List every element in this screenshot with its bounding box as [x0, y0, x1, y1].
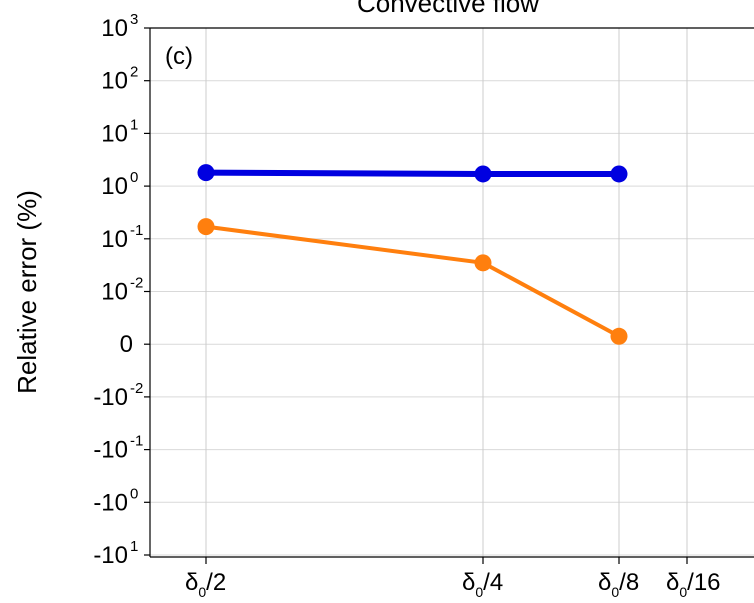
- y-tick-label: -10: [93, 542, 128, 569]
- y-tick-label: -10: [93, 384, 128, 411]
- axes-frame: [144, 27, 754, 564]
- y-tick-exponent: -2: [130, 380, 143, 397]
- y-tick-label: 10: [101, 173, 128, 200]
- y-tick-label: 10: [101, 15, 128, 42]
- grid-lines: [150, 27, 754, 557]
- y-tick-exponent: 2: [130, 64, 138, 81]
- y-tick-label: 10: [101, 120, 128, 147]
- y-tick-exponent: -2: [130, 275, 143, 292]
- y-axis-title: Relative error (%): [12, 190, 42, 394]
- x-tick-label: δ0/4: [462, 569, 503, 600]
- data-point: [474, 165, 492, 183]
- x-tick-label: δ0/8: [598, 569, 639, 600]
- y-tick-label: 10: [101, 68, 128, 95]
- y-tick-exponent: 1: [130, 116, 138, 133]
- panel-label: (c): [165, 43, 193, 70]
- data-point: [474, 254, 492, 272]
- x-tick-label: δ0/16: [666, 569, 721, 600]
- series-layer: [197, 164, 628, 345]
- y-tick-label: -10: [93, 437, 128, 464]
- series-line: [204, 224, 621, 339]
- y-tick-exponent: 1: [130, 538, 138, 555]
- y-tick-label: -10: [93, 489, 128, 516]
- x-tick-label: δ0/2: [185, 569, 226, 600]
- y-tick-exponent: -1: [130, 222, 143, 239]
- data-point: [197, 218, 215, 236]
- x-tick-labels: δ0/2 δ0/4 δ0/8 δ0/16: [185, 569, 721, 600]
- y-tick-label: 10: [101, 226, 128, 253]
- data-point: [610, 327, 628, 345]
- data-point: [197, 164, 215, 182]
- y-tick-exponent: 0: [130, 485, 138, 502]
- y-tick-exponent: 3: [130, 11, 138, 28]
- y-tick-exponent: 0: [130, 169, 138, 186]
- y-tick-label: 10: [101, 279, 128, 306]
- y-tick-exponent: -1: [130, 433, 143, 450]
- series-line: [203, 169, 622, 177]
- y-tick-label: 0: [120, 331, 133, 358]
- chart-title: Convective flow: [357, 0, 539, 18]
- data-point: [610, 165, 628, 183]
